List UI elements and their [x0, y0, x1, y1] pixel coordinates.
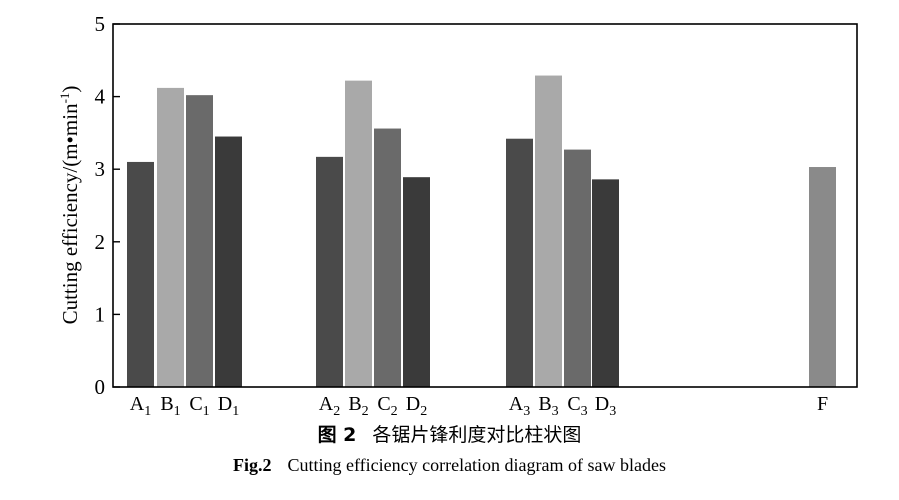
x-tick-label-subscript: 1: [144, 404, 151, 419]
y-tick-label: 3: [95, 157, 106, 181]
x-tick-label-subscript: 3: [523, 404, 530, 419]
bar-a3: [506, 138, 533, 387]
x-tick-label-letter: A: [319, 393, 334, 415]
x-tick-label-subscript: 3: [581, 404, 588, 419]
x-tick-label-subscript: 1: [174, 404, 181, 419]
x-tick-label-c1: C1: [189, 393, 209, 419]
x-tick-label-letter: B: [538, 393, 551, 415]
caption-english-number: Fig.2: [232, 455, 272, 475]
x-tick-label-letter: F: [817, 393, 828, 415]
x-tick-label-letter: B: [348, 393, 361, 415]
x-tick-label-letter: D: [218, 393, 232, 415]
x-axis: A1 B1 C1 D1 A2 B2 C2 D2 A3 B3 C3 D3 F: [130, 393, 828, 419]
bar-a2: [316, 156, 343, 387]
x-tick-label-a2: A2: [319, 393, 340, 419]
x-tick-label-letter: B: [160, 393, 173, 415]
bar-b2: [345, 80, 372, 388]
y-axis-label-sup: -1: [57, 93, 72, 104]
y-tick-label: 4: [95, 85, 106, 109]
x-tick-label-subscript: 2: [391, 404, 398, 419]
x-tick-label-letter: C: [567, 393, 580, 415]
y-axis: 0 1 2 3 4 5: [95, 12, 120, 399]
bar-b1: [157, 87, 184, 387]
x-tick-label-a3: A3: [509, 393, 530, 419]
bar-d1: [215, 136, 242, 387]
x-tick-label-d3: D3: [595, 393, 616, 419]
caption-chinese-text: 各锯片锋利度对比柱状图: [372, 424, 582, 446]
x-tick-label-b3: B3: [538, 393, 558, 419]
x-tick-label-subscript: 2: [362, 404, 369, 419]
x-tick-label-subscript: 3: [552, 404, 559, 419]
x-tick-label-c3: C3: [567, 393, 587, 419]
x-tick-label-d2: D2: [406, 393, 427, 419]
x-tick-label-letter: A: [509, 393, 524, 415]
y-axis-label-close: ): [58, 86, 82, 93]
y-tick-label: 2: [95, 230, 106, 254]
x-tick-label-letter: C: [377, 393, 390, 415]
bars-layer: [127, 75, 836, 388]
x-tick-label-letter: C: [189, 393, 202, 415]
bar-a1: [127, 161, 154, 387]
x-tick-label-d1: D1: [218, 393, 239, 419]
bar-d2: [403, 177, 430, 387]
y-tick-label: 0: [95, 375, 106, 399]
x-tick-label-letter: D: [406, 393, 420, 415]
x-tick-label-subscript: 3: [609, 404, 616, 419]
x-tick-label-subscript: 2: [420, 404, 427, 419]
caption-english: Fig.2 Cutting efficiency correlation diag…: [0, 455, 899, 476]
y-axis-label-main: Cutting efficiency/(m•min: [58, 103, 82, 325]
x-tick-label-subscript: 1: [203, 404, 210, 419]
y-tick-label: 5: [95, 12, 106, 36]
plot-frame: [112, 23, 858, 388]
y-axis-label: Cutting efficiency/(m•min-1): [57, 86, 82, 325]
x-tick-label-subscript: 1: [232, 404, 239, 419]
x-tick-label-c2: C2: [377, 393, 397, 419]
y-tick-label: 1: [95, 302, 106, 326]
x-tick-label-letter: A: [130, 393, 145, 415]
x-tick-label-b2: B2: [348, 393, 368, 419]
caption-english-text: Cutting efficiency correlation diagram o…: [287, 455, 667, 475]
caption-chinese: 图 2 各锯片锋利度对比柱状图: [0, 420, 899, 447]
bar-c1: [186, 95, 213, 387]
bar-c2: [374, 128, 401, 387]
bar-c3: [564, 149, 591, 387]
x-tick-label-f: F: [817, 393, 828, 415]
x-tick-label-a1: A1: [130, 393, 151, 419]
caption-chinese-number: 图 2: [317, 424, 357, 446]
x-tick-label-b1: B1: [160, 393, 180, 419]
x-tick-label-letter: D: [595, 393, 609, 415]
bar-f: [809, 167, 836, 387]
x-tick-label-subscript: 2: [333, 404, 340, 419]
bar-b3: [535, 75, 562, 388]
bar-d3: [592, 179, 619, 387]
